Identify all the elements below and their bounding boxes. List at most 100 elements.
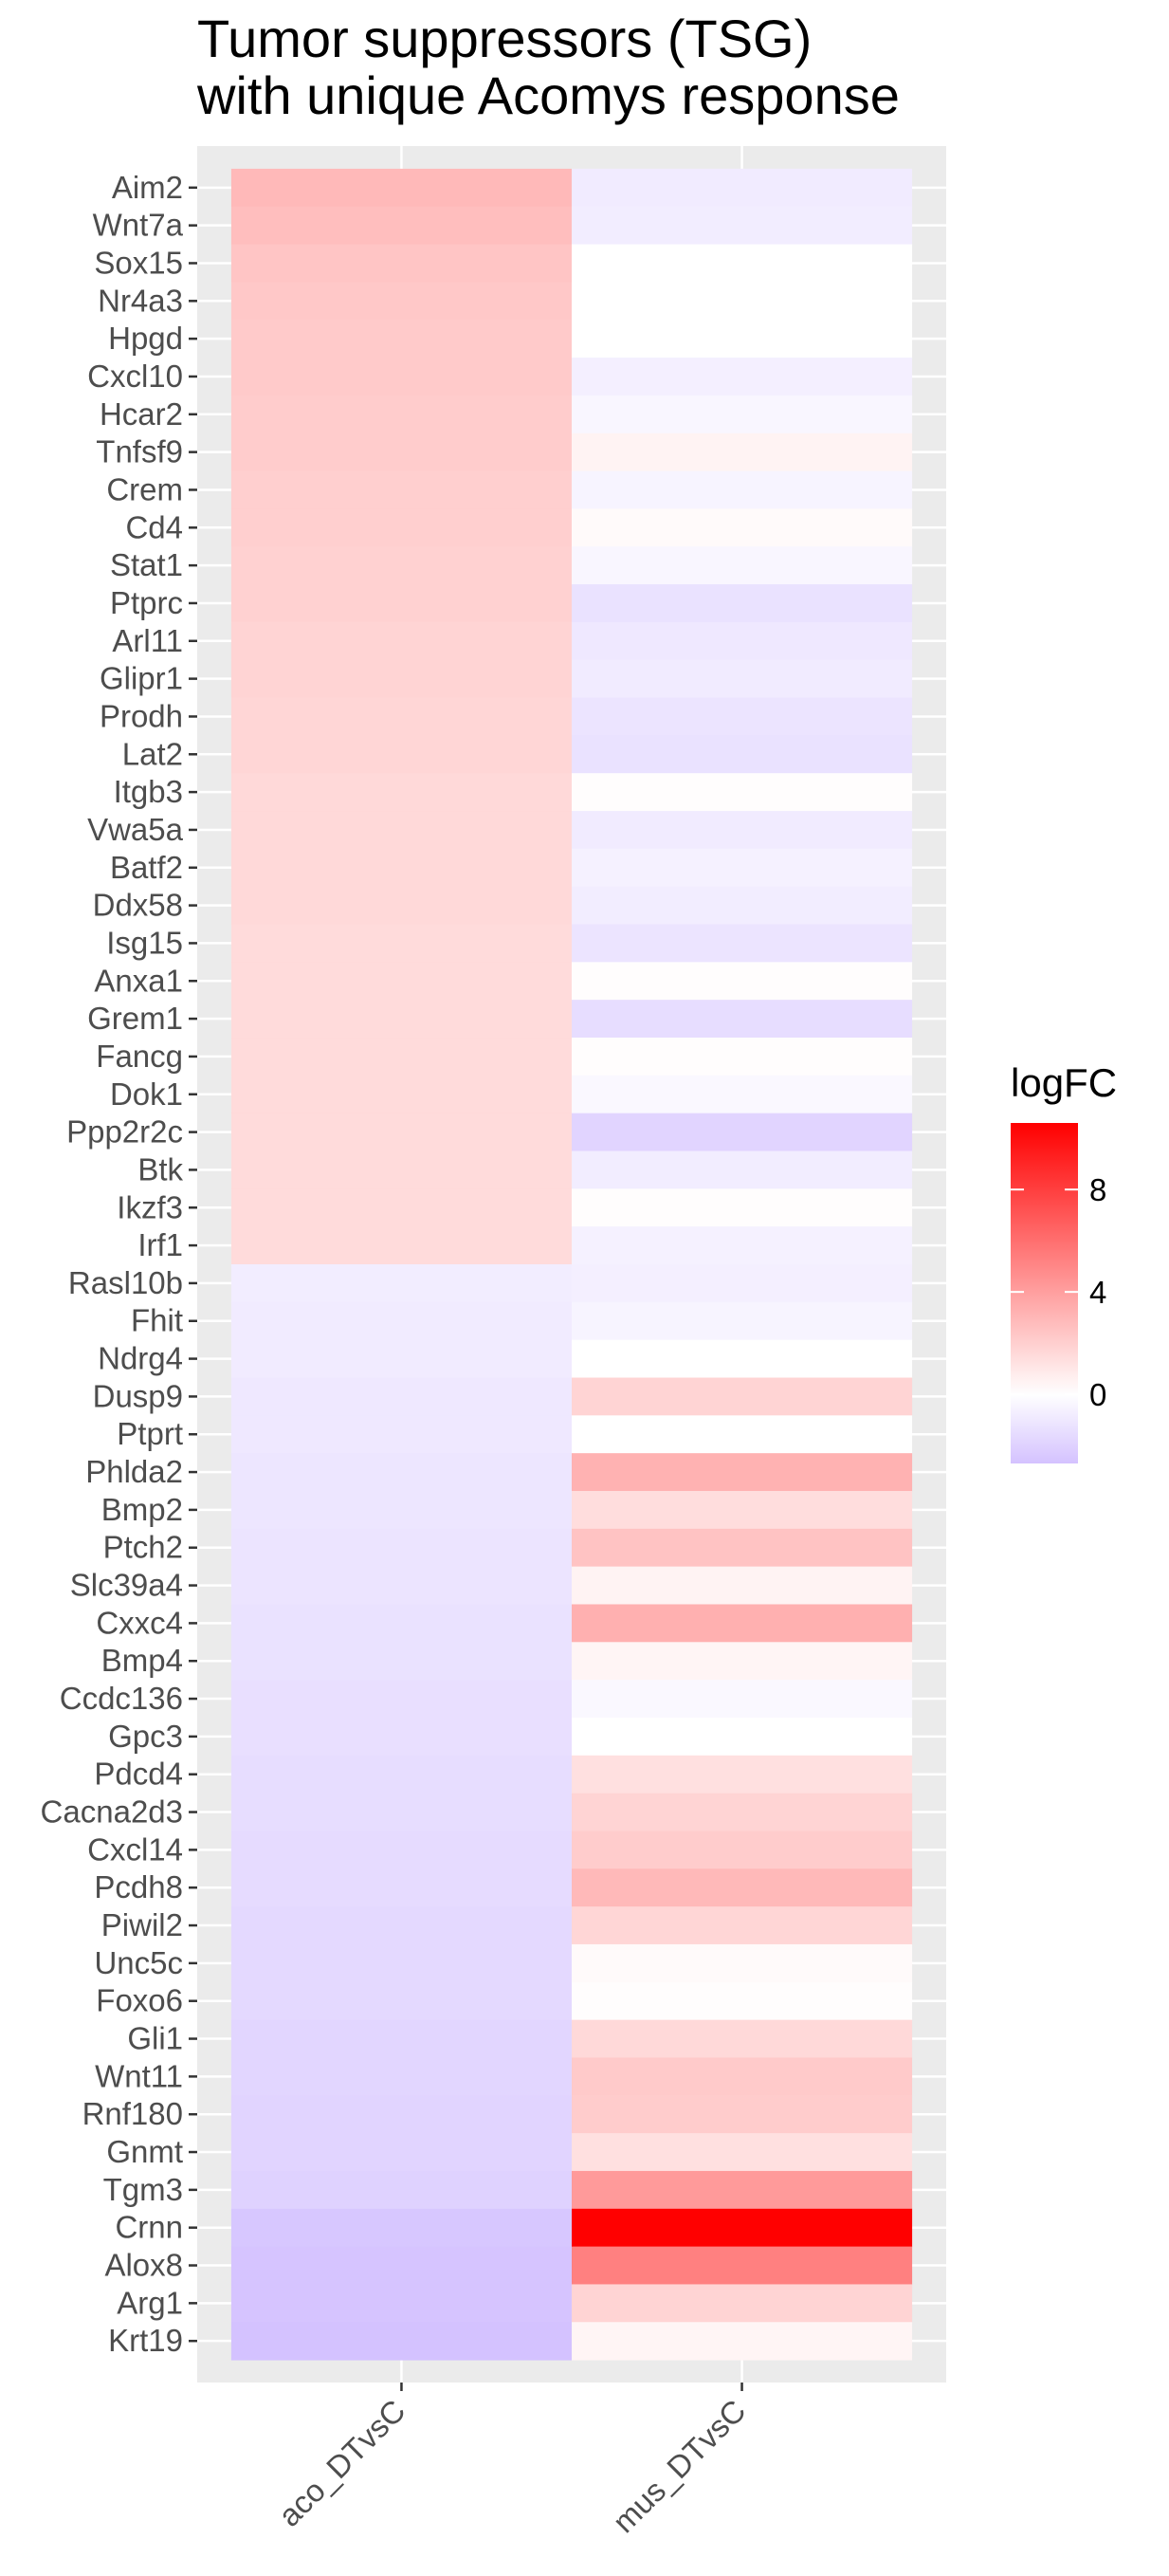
y-tick-label: Gpc3: [108, 1719, 183, 1754]
y-tick-label: Ikzf3: [117, 1189, 183, 1224]
heatmap-cell-gnmt-mus_dtvsc: [572, 2133, 913, 2172]
heatmap-cell-stat1-aco_dtvsc: [230, 546, 572, 585]
y-tick-label: Anxa1: [94, 963, 183, 998]
heatmap-cell-phlda2-mus_dtvsc: [572, 1453, 913, 1492]
heatmap-cell-irf1-aco_dtvsc: [230, 1226, 572, 1265]
heatmap-cell-rnf180-mus_dtvsc: [572, 2095, 913, 2134]
y-tick-label: Cacna2d3: [41, 1794, 183, 1830]
heatmap-cell-ptch2-aco_dtvsc: [230, 1528, 572, 1568]
heatmap-cell-krt19-mus_dtvsc: [572, 2322, 913, 2361]
heatmap-cell-tgm3-mus_dtvsc: [572, 2170, 913, 2210]
heatmap-cell-crnn-aco_dtvsc: [230, 2208, 572, 2248]
heatmap-cell-cxxc4-mus_dtvsc: [572, 1604, 913, 1643]
y-tick-label: Fhit: [131, 1303, 183, 1338]
heatmap-cell-ccdc136-aco_dtvsc: [230, 1680, 572, 1719]
y-tick-label: Ptprt: [117, 1416, 183, 1451]
y-tick-label: Ptprc: [110, 585, 183, 620]
heatmap-cell-krt19-aco_dtvsc: [230, 2322, 572, 2361]
y-tick-label: Ndrg4: [98, 1341, 183, 1376]
legend-colorbar: [1011, 1123, 1078, 1463]
heatmap-cell-crnn-mus_dtvsc: [572, 2208, 913, 2248]
heatmap-cell-bmp2-aco_dtvsc: [230, 1490, 572, 1530]
heatmap-cell-stat1-mus_dtvsc: [572, 546, 913, 585]
heatmap-cell-arg1-aco_dtvsc: [230, 2284, 572, 2323]
heatmap-cell-ddx58-mus_dtvsc: [572, 886, 913, 926]
heatmap-cell-nr4a3-aco_dtvsc: [230, 282, 572, 321]
heatmap-cell-cxxc4-aco_dtvsc: [230, 1604, 572, 1643]
heatmap-cell-fancg-mus_dtvsc: [572, 1038, 913, 1076]
heatmap-cell-vwa5a-mus_dtvsc: [572, 811, 913, 850]
y-tick-label: Ppp2r2c: [66, 1114, 183, 1150]
heatmap-cell-cxcl10-mus_dtvsc: [572, 358, 913, 396]
heatmap-cell-wnt7a-mus_dtvsc: [572, 206, 913, 246]
heatmap-cell-fancg-aco_dtvsc: [230, 1038, 572, 1076]
y-tick-label: Rnf180: [82, 2096, 183, 2131]
heatmap-cell-ndrg4-mus_dtvsc: [572, 1339, 913, 1378]
heatmap-cell-ndrg4-aco_dtvsc: [230, 1339, 572, 1378]
heatmap-cell-unc5c-aco_dtvsc: [230, 1943, 572, 1983]
heatmap-cell-ptprt-aco_dtvsc: [230, 1415, 572, 1454]
heatmap-cell-dusp9-aco_dtvsc: [230, 1377, 572, 1416]
heatmap-cell-pdcd4-aco_dtvsc: [230, 1755, 572, 1794]
heatmap-cell-hpgd-aco_dtvsc: [230, 320, 572, 359]
heatmap-cell-rasl10b-aco_dtvsc: [230, 1264, 572, 1303]
y-tick-label: Cxcl10: [87, 359, 183, 394]
y-tick-label: Stat1: [110, 547, 183, 582]
y-tick-label: Sox15: [94, 245, 183, 280]
heatmap-cell-cacna2d3-mus_dtvsc: [572, 1793, 913, 1831]
heatmap-cell-nr4a3-mus_dtvsc: [572, 282, 913, 321]
y-tick-label: Cxcl14: [87, 1831, 183, 1867]
heatmap-cell-rnf180-aco_dtvsc: [230, 2095, 572, 2134]
heatmap-cell-hcar2-aco_dtvsc: [230, 395, 572, 434]
color-legend: logFC 0 4 8: [1011, 1060, 1117, 1463]
y-tick-label: Pcdh8: [94, 1869, 183, 1904]
heatmap-cell-wnt7a-aco_dtvsc: [230, 206, 572, 246]
heatmap-cell-tgm3-aco_dtvsc: [230, 2170, 572, 2210]
y-tick-label: Gnmt: [106, 2134, 183, 2169]
y-tick-label: Foxo6: [96, 1983, 183, 2018]
heatmap-cell-anxa1-mus_dtvsc: [572, 962, 913, 1001]
y-tick-label: Isg15: [106, 925, 183, 960]
heatmap-cell-ptprt-mus_dtvsc: [572, 1415, 913, 1454]
y-tick-label: Dusp9: [93, 1378, 183, 1413]
heatmap-cell-irf1-mus_dtvsc: [572, 1226, 913, 1265]
heatmap-cell-itgb3-mus_dtvsc: [572, 773, 913, 812]
heatmap-cell-anxa1-aco_dtvsc: [230, 962, 572, 1001]
heatmap-cell-slc39a4-aco_dtvsc: [230, 1566, 572, 1605]
y-tick-label: Slc39a4: [70, 1568, 183, 1603]
heatmap-cell-pcdh8-aco_dtvsc: [230, 1868, 572, 1907]
heatmap-cell-pdcd4-mus_dtvsc: [572, 1755, 913, 1794]
heatmap-cell-sox15-aco_dtvsc: [230, 244, 572, 283]
heatmap-cell-alox8-aco_dtvsc: [230, 2246, 572, 2285]
y-tick-label: Cxxc4: [96, 1605, 183, 1640]
heatmap-cell-wnt11-aco_dtvsc: [230, 2057, 572, 2096]
heatmap-cell-dok1-aco_dtvsc: [230, 1075, 572, 1114]
heatmap-cell-ddx58-aco_dtvsc: [230, 886, 572, 926]
heatmap-cell-grem1-aco_dtvsc: [230, 1000, 572, 1039]
y-tick-label: Fancg: [96, 1039, 183, 1074]
heatmap-cell-dok1-mus_dtvsc: [572, 1075, 913, 1114]
y-tick-label: Unc5c: [94, 1945, 183, 1980]
heatmap-cell-isg15-aco_dtvsc: [230, 924, 572, 963]
heatmap-cell-fhit-mus_dtvsc: [572, 1301, 913, 1341]
y-tick-label: Arg1: [117, 2285, 183, 2320]
y-tick-label: Rasl10b: [68, 1265, 183, 1300]
heatmap-cell-cxcl14-mus_dtvsc: [572, 1831, 913, 1869]
x-tick-label: mus_DTvsC: [606, 2393, 753, 2540]
heatmap-cell-bmp4-mus_dtvsc: [572, 1642, 913, 1681]
heatmap-cell-gli1-mus_dtvsc: [572, 2019, 913, 2058]
legend-tick-label: 0: [1089, 1377, 1106, 1412]
heatmap-cell-lat2-aco_dtvsc: [230, 735, 572, 774]
y-tick-label: Grem1: [87, 1001, 183, 1036]
heatmap-cell-ikzf3-aco_dtvsc: [230, 1188, 572, 1227]
y-tick-label: Hpgd: [108, 321, 183, 356]
heatmap-cell-ppp2r2c-aco_dtvsc: [230, 1113, 572, 1152]
y-tick-label: Itgb3: [114, 774, 183, 809]
x-axis: aco_DTvsC mus_DTvsC: [271, 2383, 752, 2539]
y-tick-label: Pdcd4: [94, 1757, 183, 1792]
heatmap-cell-glipr1-mus_dtvsc: [572, 659, 913, 699]
y-tick-label: Glipr1: [100, 661, 183, 696]
y-tick-label: Dok1: [110, 1076, 183, 1112]
y-tick-label: Bmp4: [101, 1643, 183, 1678]
heatmap-cell-foxo6-mus_dtvsc: [572, 1981, 913, 2021]
